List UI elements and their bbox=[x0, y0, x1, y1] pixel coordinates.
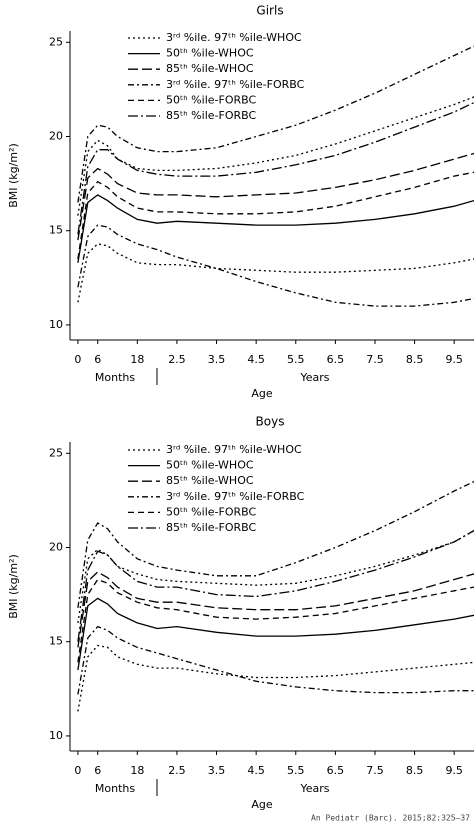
x-axis-label: Age bbox=[251, 798, 273, 811]
x-tick-label: 9.5 bbox=[445, 353, 463, 366]
x-tick-label: 6 bbox=[94, 353, 101, 366]
chart-title: Boys bbox=[256, 415, 285, 429]
x-axis-label: Age bbox=[251, 387, 273, 400]
x-tick-label: 3.5 bbox=[208, 764, 226, 777]
legend-label: 50ᵗʰ %ile-WHOC bbox=[166, 47, 254, 60]
x-tick-label: 4.5 bbox=[247, 764, 265, 777]
x-tick-label: 6.5 bbox=[327, 764, 345, 777]
x-tick-label: 3.5 bbox=[208, 353, 226, 366]
legend-label: 3ʳᵈ %ile. 97ᵗʰ %ile-FORBC bbox=[166, 490, 305, 503]
x-tick-label: 8.5 bbox=[406, 764, 424, 777]
y-tick-label: 20 bbox=[49, 541, 63, 554]
x-tick-label: 5.5 bbox=[287, 353, 305, 366]
legend-label: 50ᵗʰ %ile-FORBC bbox=[166, 93, 256, 106]
x-tick-label: 4.5 bbox=[247, 353, 265, 366]
y-tick-label: 25 bbox=[49, 446, 63, 459]
legend-label: 50ᵗʰ %ile-FORBC bbox=[166, 505, 256, 518]
y-tick-label: 20 bbox=[49, 130, 63, 143]
x-tick-label: 2.5 bbox=[168, 353, 186, 366]
x-tick-label: 6 bbox=[94, 764, 101, 777]
x-tick-label: 7.5 bbox=[366, 353, 384, 366]
x-tick-label: 9.5 bbox=[445, 764, 463, 777]
period-label: Years bbox=[299, 371, 329, 384]
data-line bbox=[77, 224, 474, 307]
data-line bbox=[77, 102, 474, 235]
x-tick-label: 7.5 bbox=[366, 764, 384, 777]
legend-label: 85ᵗʰ %ile-FORBC bbox=[166, 521, 256, 534]
y-axis-label: BMI (kg/m²) bbox=[7, 554, 20, 619]
legend-label: 3ʳᵈ %ile. 97ᵗʰ %ile-FORBC bbox=[166, 78, 305, 91]
x-tick-label: 2.5 bbox=[168, 764, 186, 777]
data-line bbox=[77, 152, 474, 241]
x-tick-label: 6.5 bbox=[327, 353, 345, 366]
x-tick-label: 5.5 bbox=[287, 764, 305, 777]
data-line bbox=[77, 571, 474, 648]
legend-label: 3ʳᵈ %ile. 97ᵗʰ %ile-WHOC bbox=[166, 31, 302, 44]
data-line bbox=[77, 481, 474, 608]
data-line bbox=[77, 578, 474, 663]
data-line bbox=[77, 194, 474, 263]
data-line bbox=[77, 644, 474, 712]
chart-title: Girls bbox=[256, 4, 283, 18]
x-tick-label: 18 bbox=[130, 353, 144, 366]
y-tick-label: 15 bbox=[49, 635, 63, 648]
period-label: Months bbox=[95, 782, 135, 795]
y-tick-label: 10 bbox=[49, 729, 63, 742]
x-tick-label: 0 bbox=[74, 353, 81, 366]
legend-label: 85ᵗʰ %ile-FORBC bbox=[166, 109, 256, 122]
y-axis-label: BMI (kg/m²) bbox=[7, 143, 20, 208]
data-line bbox=[77, 597, 474, 671]
y-tick-label: 25 bbox=[49, 35, 63, 48]
data-line bbox=[77, 243, 474, 303]
y-tick-label: 10 bbox=[49, 318, 63, 331]
x-tick-label: 18 bbox=[130, 764, 144, 777]
data-line bbox=[77, 45, 474, 203]
x-tick-label: 0 bbox=[74, 764, 81, 777]
y-tick-label: 15 bbox=[49, 224, 63, 237]
period-label: Months bbox=[95, 371, 135, 384]
data-line bbox=[77, 96, 474, 216]
legend-label: 3ʳᵈ %ile. 97ᵗʰ %ile-WHOC bbox=[166, 443, 302, 456]
data-line bbox=[77, 171, 474, 260]
legend-label: 50ᵗʰ %ile-WHOC bbox=[166, 459, 254, 472]
legend-label: 85ᵗʰ %ile-WHOC bbox=[166, 474, 254, 487]
data-line bbox=[77, 530, 474, 642]
data-line bbox=[77, 530, 474, 623]
data-line bbox=[77, 625, 474, 695]
period-label: Years bbox=[299, 782, 329, 795]
x-tick-label: 8.5 bbox=[406, 353, 424, 366]
footer: An Pediatr (Barc). 2015;82:325–37 bbox=[311, 814, 470, 823]
legend-label: 85ᵗʰ %ile-WHOC bbox=[166, 62, 254, 75]
